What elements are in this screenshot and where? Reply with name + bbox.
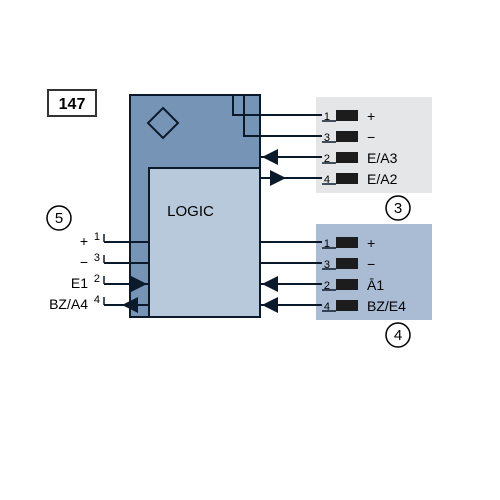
svg-text:E1: E1 bbox=[71, 275, 88, 291]
logic-block bbox=[149, 168, 260, 317]
svg-text:2: 2 bbox=[94, 273, 100, 285]
svg-text:1: 1 bbox=[94, 231, 100, 243]
svg-text:1: 1 bbox=[324, 238, 330, 250]
svg-text:1: 1 bbox=[324, 111, 330, 123]
svg-text:−: − bbox=[367, 129, 375, 145]
pin bbox=[336, 237, 358, 248]
svg-text:BZ/A4: BZ/A4 bbox=[49, 296, 88, 312]
pin bbox=[336, 279, 358, 290]
svg-text:4: 4 bbox=[394, 327, 402, 344]
svg-text:E/A2: E/A2 bbox=[367, 171, 398, 187]
svg-text:5: 5 bbox=[55, 210, 63, 227]
pin bbox=[336, 110, 358, 121]
svg-text:3: 3 bbox=[394, 200, 402, 217]
pin bbox=[336, 300, 358, 311]
svg-text:2: 2 bbox=[324, 153, 330, 165]
svg-text:3: 3 bbox=[324, 259, 330, 271]
wiring-diagram: 147LOGIC1+3−2E/A34E/A231+3−2Ā14BZ/E4451+… bbox=[0, 0, 500, 500]
svg-text:4: 4 bbox=[324, 174, 330, 186]
svg-text:3: 3 bbox=[324, 132, 330, 144]
svg-text:E/A3: E/A3 bbox=[367, 150, 398, 166]
svg-text:LOGIC: LOGIC bbox=[167, 203, 214, 220]
svg-text:2: 2 bbox=[324, 280, 330, 292]
pin bbox=[336, 131, 358, 142]
svg-text:BZ/E4: BZ/E4 bbox=[367, 298, 406, 314]
svg-text:+: + bbox=[367, 235, 375, 251]
pin bbox=[336, 258, 358, 269]
svg-text:4: 4 bbox=[324, 301, 330, 313]
svg-text:+: + bbox=[80, 233, 88, 249]
svg-text:+: + bbox=[367, 108, 375, 124]
svg-text:Ā1: Ā1 bbox=[367, 277, 384, 293]
svg-text:−: − bbox=[80, 254, 88, 270]
svg-text:4: 4 bbox=[94, 294, 100, 306]
svg-text:3: 3 bbox=[94, 252, 100, 264]
pin bbox=[336, 152, 358, 163]
diagram-number: 147 bbox=[59, 96, 86, 113]
pin bbox=[336, 173, 358, 184]
svg-text:−: − bbox=[367, 256, 375, 272]
